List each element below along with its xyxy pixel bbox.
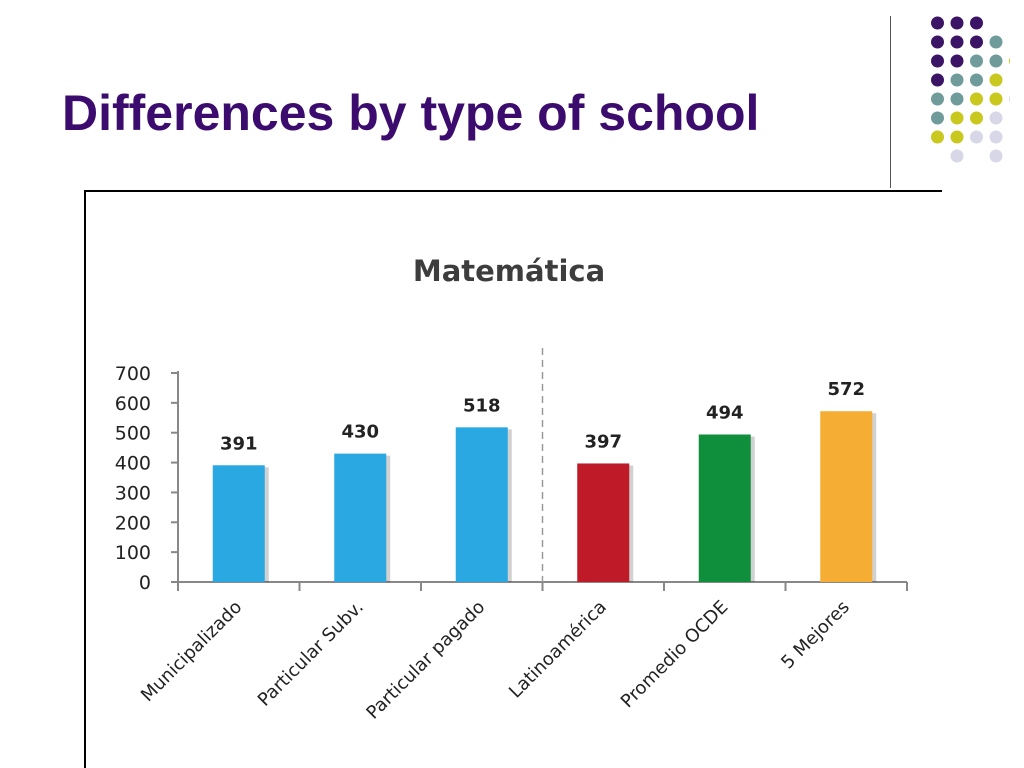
decorative-dot bbox=[1009, 95, 1010, 103]
bar bbox=[820, 411, 873, 582]
decorative-dot bbox=[989, 92, 1003, 106]
decorative-dot bbox=[931, 92, 944, 106]
chart-left-rule bbox=[84, 190, 86, 768]
x-tick-label: Municipalizado bbox=[137, 597, 246, 706]
decorative-dot bbox=[989, 111, 1003, 125]
decorative-dot bbox=[931, 54, 944, 68]
x-tick-label: Particular Subv. bbox=[254, 597, 368, 711]
y-axis: 0 100 200 300 400 500 600 700 bbox=[115, 363, 179, 594]
y-tick-label: 100 bbox=[115, 542, 151, 564]
data-label: 391 bbox=[220, 433, 258, 454]
value-labels: 391 430 518 397 494 572 bbox=[220, 379, 865, 454]
decorative-dot bbox=[989, 130, 1003, 144]
bar bbox=[577, 463, 630, 582]
chart-title: Matemática bbox=[413, 254, 605, 288]
bar bbox=[212, 465, 265, 582]
data-label: 572 bbox=[827, 379, 865, 400]
decorative-dot bbox=[970, 16, 983, 30]
decorative-dot bbox=[989, 35, 1003, 49]
decorative-dot bbox=[970, 54, 983, 68]
data-label: 518 bbox=[463, 395, 501, 416]
data-label: 494 bbox=[706, 403, 744, 424]
decorative-dot bbox=[931, 111, 944, 125]
bar bbox=[334, 453, 387, 582]
decorative-dot bbox=[950, 16, 964, 30]
decorative-dot bbox=[931, 73, 944, 87]
decorative-dot bbox=[970, 92, 983, 106]
x-axis bbox=[177, 348, 908, 591]
data-label: 430 bbox=[341, 422, 379, 443]
decorative-dot bbox=[989, 73, 1003, 87]
y-tick-label: 400 bbox=[115, 453, 151, 475]
decorative-dot bbox=[950, 73, 964, 87]
decorative-dot bbox=[950, 92, 964, 106]
x-tick-label: 5 Mejores bbox=[777, 597, 854, 674]
y-tick-label: 300 bbox=[115, 482, 151, 504]
slide-title: Differences by type of school bbox=[62, 85, 760, 141]
y-tick-label: 700 bbox=[115, 363, 151, 385]
decorative-dot-grid bbox=[931, 16, 1010, 163]
decorative-dot bbox=[950, 35, 964, 49]
bars bbox=[212, 411, 877, 582]
decorative-dot bbox=[1009, 57, 1010, 65]
decorative-dot bbox=[931, 130, 944, 144]
decorative-dot bbox=[970, 35, 983, 49]
decorative-dot bbox=[931, 35, 944, 49]
y-tick-label: 600 bbox=[115, 393, 151, 415]
decorative-dot bbox=[950, 149, 964, 163]
y-tick-label: 500 bbox=[115, 423, 151, 445]
bar bbox=[698, 434, 751, 582]
decorative-dot bbox=[950, 54, 964, 68]
decorative-dot bbox=[931, 16, 944, 30]
decorative-dot bbox=[970, 130, 983, 144]
y-tick-label: 0 bbox=[139, 572, 151, 594]
data-label: 397 bbox=[584, 431, 622, 452]
header-divider bbox=[890, 16, 891, 188]
x-tick-label: Particular pagado bbox=[362, 597, 489, 724]
decorative-dot bbox=[970, 111, 983, 125]
category-labels: Municipalizado Particular Subv.Particular… bbox=[137, 597, 854, 724]
decorative-dot bbox=[970, 73, 983, 87]
x-tick-label: Promedio OCDE bbox=[617, 597, 732, 712]
decorative-dot bbox=[950, 111, 964, 125]
decorative-dot bbox=[989, 149, 1003, 163]
x-tick-label: Latinoamérica bbox=[505, 597, 611, 703]
chart-top-rule bbox=[84, 190, 942, 192]
decorative-dot bbox=[950, 130, 964, 144]
y-tick-label: 200 bbox=[115, 512, 151, 534]
bar bbox=[455, 427, 508, 582]
decorative-dot bbox=[989, 54, 1003, 68]
